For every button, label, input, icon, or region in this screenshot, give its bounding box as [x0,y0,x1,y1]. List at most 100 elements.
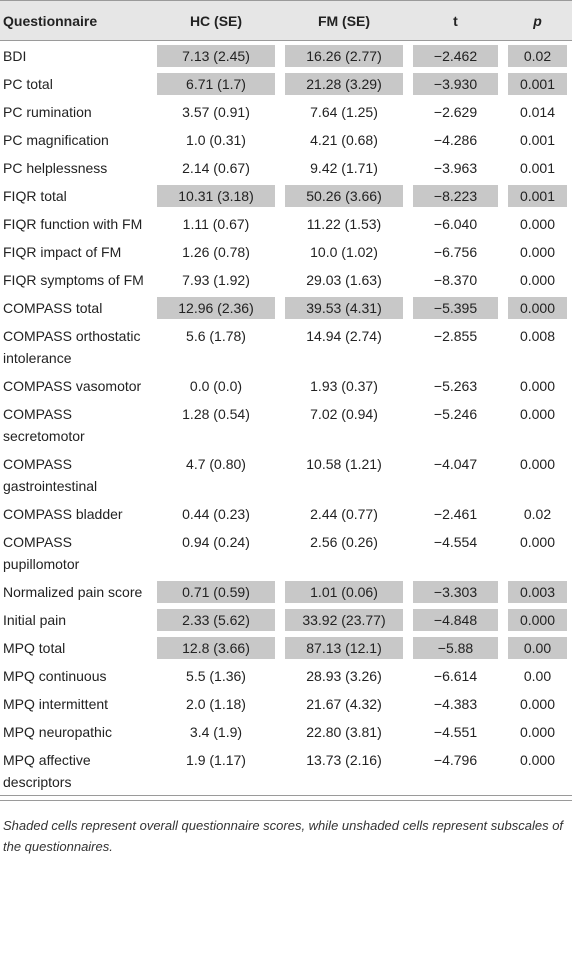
table-row: MPQ neuropathic 3.4 (1.9) 22.80 (3.81) −4.5… [0,717,572,745]
t-value: −3.303 [413,581,498,603]
hc-value: 5.5 (1.36) [186,668,246,684]
questionnaire-name: MPQ intermittent [3,696,109,712]
hc-value: 2.33 (5.62) [157,609,275,631]
t-value: −5.246 [433,406,478,422]
t-value: −4.047 [433,456,478,472]
p-value-cell: 0.00 [503,661,572,689]
p-value: 0.000 [508,609,567,631]
t-value: −8.370 [433,272,478,288]
hc-value-cell: 3.57 (0.91) [152,97,280,125]
t-value-cell: −4.848 [408,605,503,633]
p-value-cell: 0.000 [503,527,572,577]
fm-value: 28.93 (3.26) [306,668,382,684]
t-value: −4.848 [413,609,498,631]
t-value-cell: −4.554 [408,527,503,577]
p-value: 0.000 [519,456,556,472]
questionnaire-table-container: Questionnaire HC (SE) FM (SE) t p BDI 7.1… [0,0,572,854]
hc-value: 12.8 (3.66) [157,637,275,659]
fm-value-cell: 7.64 (1.25) [280,97,408,125]
p-value: 0.000 [508,297,567,319]
questionnaire-table: Questionnaire HC (SE) FM (SE) t p BDI 7.1… [0,0,572,796]
table-row: MPQ total 12.8 (3.66) 87.13 (12.1) −5.88 0.0… [0,633,572,661]
t-value: −5.88 [413,637,498,659]
t-value: −4.286 [433,132,478,148]
table-row: MPQ continuous 5.5 (1.36) 28.93 (3.26) −6.6… [0,661,572,689]
fm-value: 29.03 (1.63) [306,272,382,288]
table-row: FIQR total 10.31 (3.18) 50.26 (3.66) −8.223… [0,181,572,209]
hc-value: 1.11 (0.67) [182,216,250,232]
t-value: −4.551 [433,724,478,740]
questionnaire-name: FIQR symptoms of FM [3,272,144,288]
hc-value-cell: 5.5 (1.36) [152,661,280,689]
fm-value-cell: 1.01 (0.06) [280,577,408,605]
hc-value-cell: 7.93 (1.92) [152,265,280,293]
t-value-cell: −6.040 [408,209,503,237]
p-value: 0.008 [519,328,556,344]
p-value-cell: 0.001 [503,69,572,97]
hc-value: 1.28 (0.54) [182,406,250,422]
questionnaire-name: COMPASS orthostatic intolerance [3,328,141,366]
hc-value: 4.7 (0.80) [186,456,246,472]
table-row: MPQ affective descriptors 1.9 (1.17) 13.73… [0,745,572,796]
p-value-cell: 0.001 [503,181,572,209]
table-row: COMPASS orthostatic intolerance 5.6 (1.78… [0,321,572,371]
hc-value: 0.71 (0.59) [157,581,275,603]
table-row: PC rumination 3.57 (0.91) 7.64 (1.25) −2.62… [0,97,572,125]
t-value: −4.554 [433,534,478,550]
p-value: 0.02 [508,45,567,67]
fm-value: 7.64 (1.25) [310,104,378,120]
hc-value-cell: 2.14 (0.67) [152,153,280,181]
fm-value-cell: 7.02 (0.94) [280,399,408,449]
table-row: COMPASS total 12.96 (2.36) 39.53 (4.31) −5.… [0,293,572,321]
questionnaire-name: COMPASS secretomotor [3,406,85,444]
header-p: p [503,0,572,41]
t-value: −4.796 [433,752,478,768]
p-value: 0.000 [519,696,556,712]
fm-value: 50.26 (3.66) [285,185,403,207]
hc-value-cell: 5.6 (1.78) [152,321,280,371]
questionnaire-name: FIQR total [3,188,67,204]
fm-value: 1.93 (0.37) [310,378,378,394]
t-value: −6.756 [433,244,478,260]
p-value: 0.001 [519,132,556,148]
hc-value-cell: 1.28 (0.54) [152,399,280,449]
hc-value-cell: 2.0 (1.18) [152,689,280,717]
p-value-cell: 0.000 [503,745,572,796]
hc-value-cell: 6.71 (1.7) [152,69,280,97]
p-value: 0.000 [519,216,556,232]
p-value: 0.000 [519,724,556,740]
fm-value: 14.94 (2.74) [306,328,382,344]
t-value-cell: −5.263 [408,371,503,399]
fm-value-cell: 9.42 (1.71) [280,153,408,181]
table-row: FIQR function with FM 1.11 (0.67) 11.22 (1… [0,209,572,237]
hc-value: 0.94 (0.24) [182,534,250,550]
hc-value: 12.96 (2.36) [157,297,275,319]
fm-value-cell: 28.93 (3.26) [280,661,408,689]
p-value-cell: 0.000 [503,265,572,293]
fm-value: 22.80 (3.81) [306,724,382,740]
p-value-cell: 0.000 [503,371,572,399]
questionnaire-name: FIQR impact of FM [3,244,122,260]
fm-value: 21.28 (3.29) [285,73,403,95]
hc-value-cell: 1.26 (0.78) [152,237,280,265]
table-row: COMPASS gastrointestinal 4.7 (0.80) 10.58 … [0,449,572,499]
hc-value-cell: 0.0 (0.0) [152,371,280,399]
p-value-cell: 0.000 [503,449,572,499]
hc-value-cell: 0.94 (0.24) [152,527,280,577]
hc-value-cell: 7.13 (2.45) [152,41,280,70]
p-value-cell: 0.003 [503,577,572,605]
hc-value-cell: 3.4 (1.9) [152,717,280,745]
t-value: −4.383 [433,696,478,712]
table-row: PC helplessness 2.14 (0.67) 9.42 (1.71) −3.… [0,153,572,181]
t-value: −5.395 [413,297,498,319]
hc-value-cell: 4.7 (0.80) [152,449,280,499]
t-value-cell: −5.395 [408,293,503,321]
hc-value: 1.26 (0.78) [182,244,250,260]
questionnaire-name: PC rumination [3,104,92,120]
fm-value-cell: 22.80 (3.81) [280,717,408,745]
table-row: COMPASS vasomotor 0.0 (0.0) 1.93 (0.37) −5.… [0,371,572,399]
p-value: 0.000 [519,752,556,768]
fm-value-cell: 21.67 (4.32) [280,689,408,717]
table-row: FIQR impact of FM 1.26 (0.78) 10.0 (1.02) −… [0,237,572,265]
fm-value-cell: 29.03 (1.63) [280,265,408,293]
